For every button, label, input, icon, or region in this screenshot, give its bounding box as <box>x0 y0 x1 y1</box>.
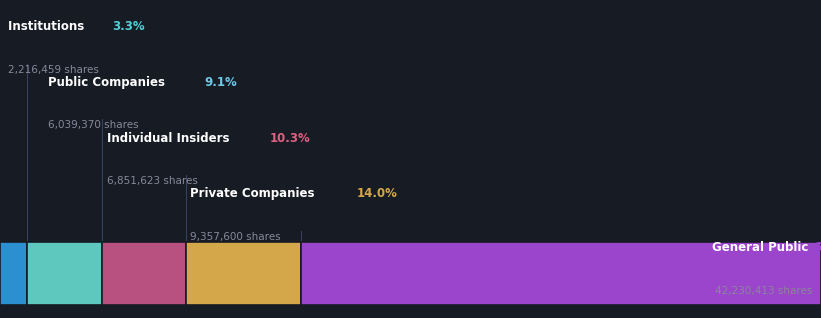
Text: 9,357,600 shares: 9,357,600 shares <box>190 232 281 242</box>
Text: Institutions: Institutions <box>8 20 89 33</box>
Bar <box>102 242 186 305</box>
Text: Individual Insiders: Individual Insiders <box>107 132 233 145</box>
Text: Public Companies: Public Companies <box>48 76 169 89</box>
Bar <box>0 242 27 305</box>
Bar <box>27 242 102 305</box>
Text: 6,039,370 shares: 6,039,370 shares <box>48 121 138 130</box>
Text: 10.3%: 10.3% <box>270 132 311 145</box>
Text: 2,216,459 shares: 2,216,459 shares <box>8 65 99 75</box>
Bar <box>301 242 821 305</box>
Text: 6,851,623 shares: 6,851,623 shares <box>107 176 198 186</box>
Text: 9.1%: 9.1% <box>204 76 236 89</box>
Text: 42,230,413 shares: 42,230,413 shares <box>715 286 813 296</box>
Text: 3.3%: 3.3% <box>112 20 144 33</box>
Text: 63.3%: 63.3% <box>813 241 821 254</box>
Text: Private Companies: Private Companies <box>190 187 319 200</box>
Bar <box>186 242 301 305</box>
Text: General Public: General Public <box>713 241 813 254</box>
Text: 14.0%: 14.0% <box>356 187 397 200</box>
